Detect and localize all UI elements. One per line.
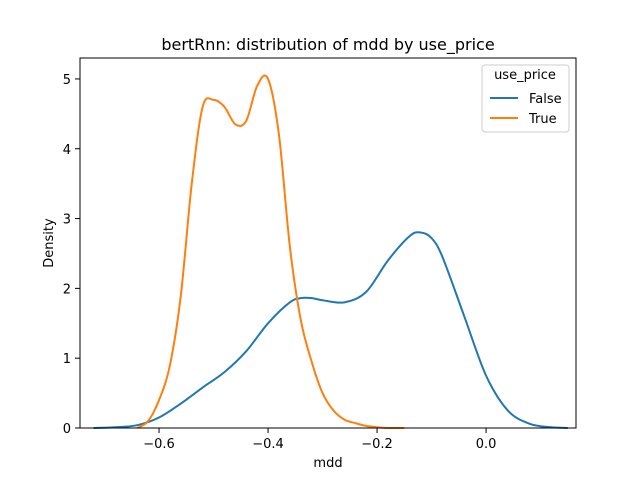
chart-title: bertRnn: distribution of mdd by use_pric… (161, 35, 494, 55)
series-line-true (136, 74, 405, 430)
x-tick-label: −0.4 (252, 437, 284, 452)
y-tick-label: 0 (63, 422, 71, 437)
y-axis-label: Density (42, 218, 57, 268)
y-tick-label: 5 (63, 73, 71, 88)
x-tick-label: −0.2 (361, 437, 393, 452)
legend-box (481, 64, 570, 133)
y-tick-label: 3 (63, 213, 71, 228)
legend: use_price False True (481, 64, 570, 133)
x-tick-label: −0.6 (143, 437, 175, 452)
legend-label-false: False (529, 92, 562, 107)
y-tick-label: 2 (63, 282, 71, 297)
y-axis-ticks: 0 1 2 3 4 5 (63, 73, 80, 437)
x-axis-ticks: −0.6 −0.4 −0.2 0.0 (143, 428, 496, 452)
legend-label-true: True (528, 112, 557, 127)
y-tick-label: 1 (63, 352, 71, 367)
legend-title: use_price (494, 68, 556, 83)
x-tick-label: 0.0 (476, 437, 497, 452)
plot-frame (79, 57, 577, 429)
x-axis-label: mdd (313, 456, 342, 471)
series-line-false (93, 231, 568, 429)
y-tick-label: 4 (63, 143, 71, 158)
series-lines (93, 74, 568, 430)
